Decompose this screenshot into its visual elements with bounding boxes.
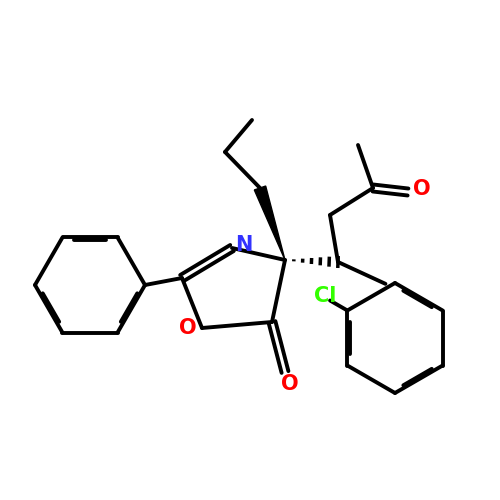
Text: O: O: [281, 374, 299, 394]
Text: O: O: [179, 318, 197, 338]
Polygon shape: [254, 186, 285, 260]
Text: N: N: [236, 235, 252, 255]
Text: Cl: Cl: [314, 286, 336, 306]
Text: O: O: [413, 179, 431, 199]
